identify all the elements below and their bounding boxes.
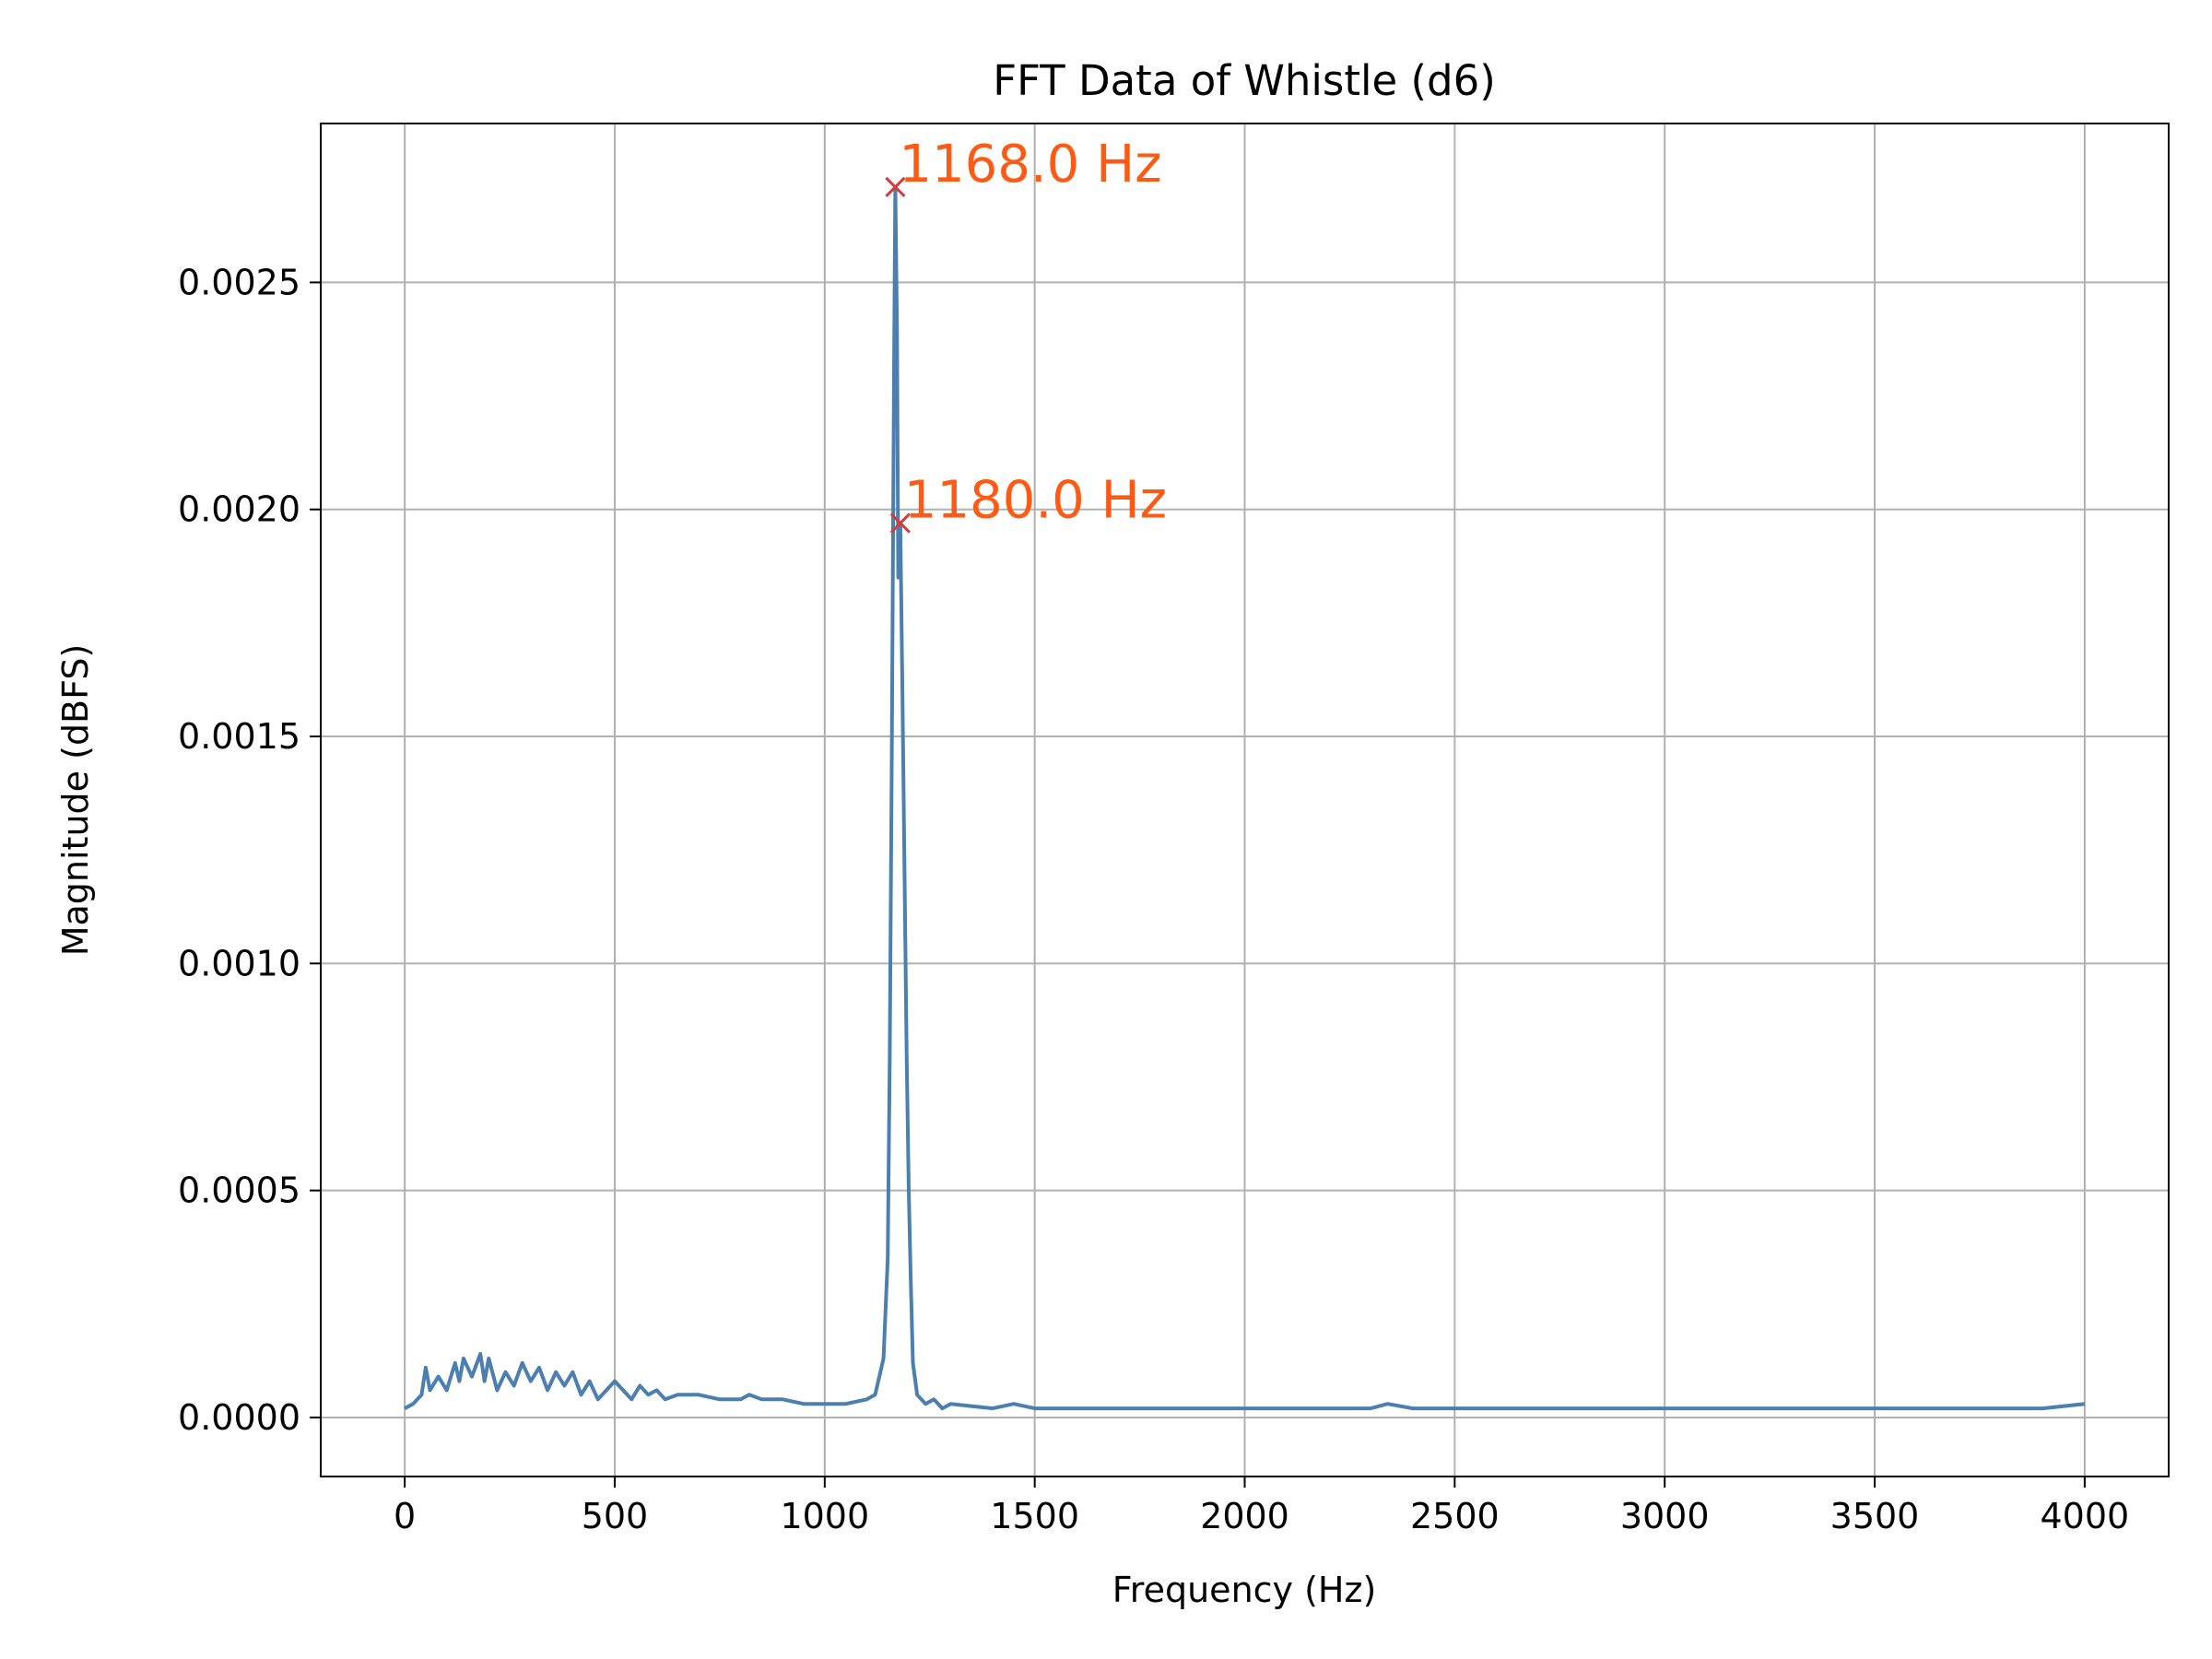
x-tick-label: 2000: [1200, 1496, 1289, 1536]
y-tick-label: 0.0000: [178, 1397, 300, 1438]
x-tick-label: 3000: [1620, 1496, 1710, 1536]
y-axis-ticks: 0.0000 0.0005 0.0010 0.0015 0.0020 0.0025: [178, 262, 321, 1438]
x-tick-label: 0: [394, 1496, 416, 1536]
chart-title: FFT Data of Whistle (d6): [993, 56, 1496, 105]
peak-marker-x: [889, 512, 911, 534]
peak-markers: 1168.0 Hz 1180.0 Hz: [885, 135, 1167, 534]
x-axis-ticks: 0 500 1000 1500 2000 2500 3000 3500 4000: [394, 1477, 2129, 1536]
x-axis-label: Frequency (Hz): [1112, 1570, 1377, 1610]
x-tick-label: 500: [582, 1496, 649, 1536]
fft-magnitude-line: [404, 185, 2086, 1411]
plot-frame: [320, 123, 2170, 1477]
x-tick-label: 1500: [990, 1496, 1079, 1536]
x-tick-label: 2500: [1410, 1496, 1500, 1536]
y-tick-label: 0.0015: [178, 716, 300, 757]
y-tick-label: 0.0025: [178, 262, 300, 302]
y-tick-label: 0.0020: [178, 489, 300, 530]
peak-marker-x: [885, 176, 906, 198]
x-tick-label: 1000: [780, 1496, 869, 1536]
peak-annotation-label: 1180.0 Hz: [904, 471, 1167, 531]
y-tick-label: 0.0005: [178, 1171, 300, 1211]
grid-lines: [321, 124, 2169, 1477]
peak-annotation-label: 1168.0 Hz: [899, 135, 1161, 194]
x-tick-label: 3500: [1830, 1496, 1920, 1536]
y-tick-label: 0.0010: [178, 943, 300, 983]
y-axis-label: Magnitude (dBFS): [55, 644, 96, 957]
x-tick-label: 4000: [2041, 1496, 2130, 1536]
series-group: [404, 185, 2086, 1411]
